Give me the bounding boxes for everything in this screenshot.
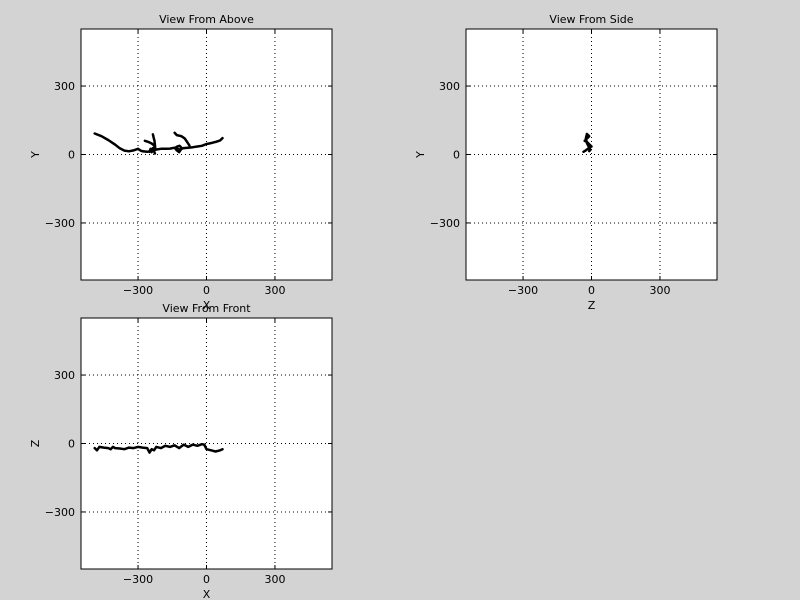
trajectory-line xyxy=(582,132,593,154)
y-axis-label: Z xyxy=(29,439,42,447)
x-tick-label: 300 xyxy=(264,573,285,586)
x-tick-label: 0 xyxy=(203,573,210,586)
x-tick-label: 300 xyxy=(649,284,670,297)
y-tick-label: −300 xyxy=(45,217,75,230)
trajectory-line xyxy=(173,131,191,147)
y-tick-label: 0 xyxy=(68,438,75,451)
plot-area xyxy=(466,29,717,280)
x-tick-label: −300 xyxy=(123,573,153,586)
x-tick-label: 300 xyxy=(264,284,285,297)
subplot-view-from-above: −300 0 300 −300 0 300 View From Above X Y xyxy=(29,13,333,312)
y-axis-label: Y xyxy=(414,151,427,159)
y-tick-label: −300 xyxy=(430,217,460,230)
y-tick-label: −300 xyxy=(45,506,75,519)
x-tick-label: −300 xyxy=(508,284,538,297)
trajectory-line xyxy=(93,442,224,454)
chart-title: View From Side xyxy=(549,13,633,26)
x-tick-label: 0 xyxy=(203,284,210,297)
trajectory-line xyxy=(174,144,183,152)
chart-title: View From Above xyxy=(159,13,254,26)
plot-area xyxy=(81,318,332,569)
x-axis-label: X xyxy=(203,299,211,312)
y-tick-label: 300 xyxy=(54,369,75,382)
subplot-view-from-side: −300 0 300 −300 0 300 View From Side Z Y xyxy=(414,13,718,312)
y-axis-label: Y xyxy=(29,151,42,159)
y-tick-label: 300 xyxy=(439,80,460,93)
y-tick-label: 0 xyxy=(68,149,75,162)
trajectory-line xyxy=(143,133,157,149)
x-axis-label: Z xyxy=(588,299,596,312)
y-tick-label: 0 xyxy=(453,149,460,162)
chart-title: View From Front xyxy=(162,302,251,315)
x-axis-label: X xyxy=(203,588,211,600)
trajectory-line xyxy=(148,146,157,155)
y-tick-label: 300 xyxy=(54,80,75,93)
trajectory-line xyxy=(93,132,224,154)
plot-area xyxy=(81,29,332,280)
x-tick-label: 0 xyxy=(588,284,595,297)
x-tick-label: −300 xyxy=(123,284,153,297)
